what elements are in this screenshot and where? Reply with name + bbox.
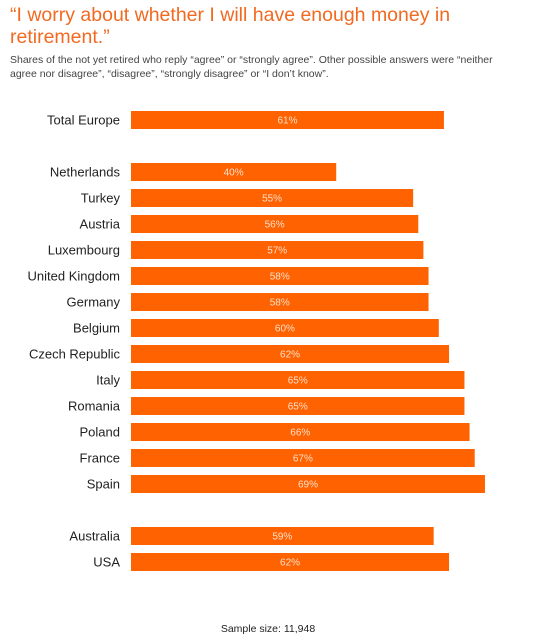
value-label-italy: 65% xyxy=(288,376,308,387)
bar-australia xyxy=(131,527,434,545)
bar-romania xyxy=(131,397,465,415)
category-label-spain: Spain xyxy=(87,477,120,492)
bar-spain xyxy=(131,475,485,493)
value-label-czech-republic: 62% xyxy=(280,350,300,361)
bar-luxembourg xyxy=(131,241,424,259)
value-label-australia: 59% xyxy=(272,532,292,543)
chart-title: “I worry about whether I will have enoug… xyxy=(10,4,451,48)
category-label-united-kingdom: United Kingdom xyxy=(28,269,121,284)
value-label-belgium: 60% xyxy=(275,324,295,335)
bar-total-europe xyxy=(131,111,444,129)
category-label-luxembourg: Luxembourg xyxy=(48,243,120,258)
value-label-turkey: 55% xyxy=(262,194,282,205)
bar-czech-republic xyxy=(131,345,450,363)
category-label-usa: USA xyxy=(93,555,120,570)
value-label-spain: 69% xyxy=(298,480,318,491)
category-label-france: France xyxy=(80,451,120,466)
value-label-netherlands: 40% xyxy=(224,168,244,179)
category-label-poland: Poland xyxy=(80,425,120,440)
category-label-netherlands: Netherlands xyxy=(50,165,121,180)
bar-netherlands xyxy=(131,163,337,181)
category-label-total-europe: Total Europe xyxy=(47,113,120,128)
value-label-romania: 65% xyxy=(288,402,308,413)
value-label-germany: 58% xyxy=(270,298,290,309)
category-label-turkey: Turkey xyxy=(81,191,121,206)
bar-united-kingdom xyxy=(131,267,429,285)
bar-austria xyxy=(131,215,419,233)
bar-poland xyxy=(131,423,470,441)
chart-subtitle: Shares of the not yet retired who reply … xyxy=(10,54,493,80)
category-label-germany: Germany xyxy=(67,295,121,310)
value-label-austria: 56% xyxy=(265,220,285,231)
value-label-france: 67% xyxy=(293,454,313,465)
value-label-usa: 62% xyxy=(280,558,300,569)
value-label-united-kingdom: 58% xyxy=(270,272,290,283)
category-label-australia: Australia xyxy=(69,529,120,544)
category-label-austria: Austria xyxy=(80,217,121,232)
bar-usa xyxy=(131,553,450,571)
category-label-romania: Romania xyxy=(68,399,121,414)
bar-germany xyxy=(131,293,429,311)
value-label-total-europe: 61% xyxy=(277,116,297,127)
sample-size-note: Sample size: 11,948 xyxy=(220,623,316,635)
bar-belgium xyxy=(131,319,439,337)
category-label-italy: Italy xyxy=(96,373,120,388)
bar-turkey xyxy=(131,189,414,207)
value-label-luxembourg: 57% xyxy=(267,246,287,257)
value-label-poland: 66% xyxy=(290,428,310,439)
category-label-belgium: Belgium xyxy=(73,321,120,336)
bar-italy xyxy=(131,371,465,389)
bar-france xyxy=(131,449,475,467)
category-label-czech-republic: Czech Republic xyxy=(29,347,121,362)
